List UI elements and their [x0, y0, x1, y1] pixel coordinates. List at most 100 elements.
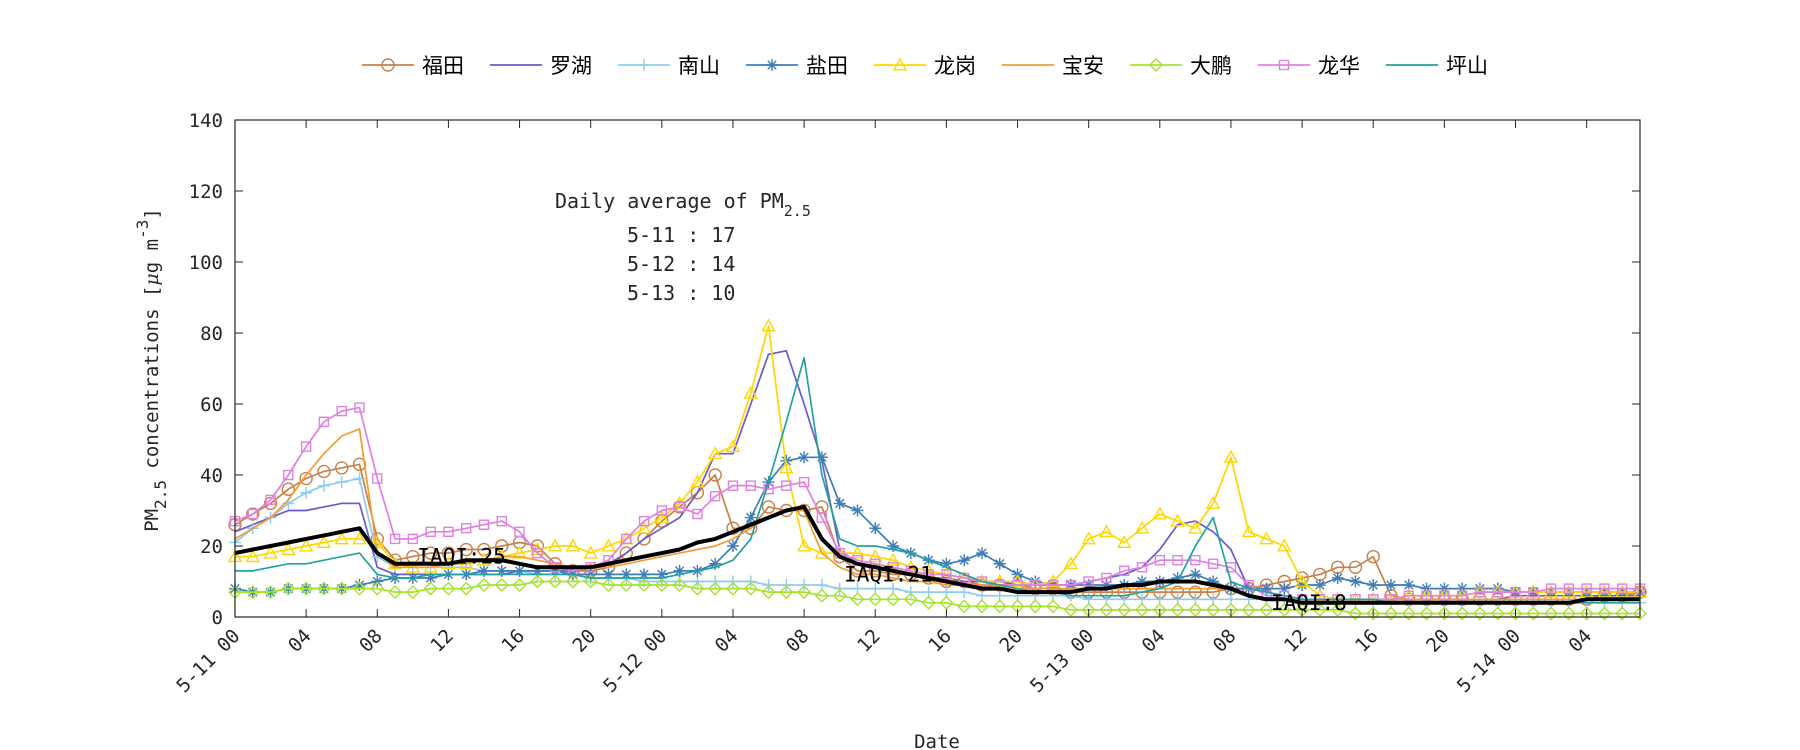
data-point	[1241, 524, 1256, 538]
x-tick-label: 20	[1422, 625, 1454, 657]
data-point	[530, 574, 545, 589]
data-point	[903, 592, 918, 607]
data-point	[281, 581, 296, 596]
data-point	[1366, 606, 1381, 621]
data-point	[1134, 520, 1150, 534]
data-point	[459, 581, 474, 596]
x-tick-label: 12	[426, 625, 458, 657]
data-point	[1154, 555, 1166, 566]
data-point	[1063, 602, 1078, 617]
data-point	[1403, 590, 1414, 601]
x-tick-label: 12	[853, 625, 885, 657]
data-point	[708, 468, 722, 482]
data-point	[352, 581, 367, 596]
data-point	[1348, 606, 1363, 621]
data-point	[476, 578, 491, 593]
plot-frame	[234, 119, 1641, 618]
data-point	[1296, 579, 1309, 592]
data-point	[265, 494, 276, 506]
data-point	[975, 547, 988, 560]
data-point	[1491, 582, 1504, 595]
data-point	[1012, 579, 1023, 591]
data-point	[976, 576, 988, 587]
data-point	[372, 473, 383, 484]
data-point	[1579, 606, 1594, 621]
data-point	[1063, 556, 1079, 570]
data-point	[281, 542, 296, 556]
data-point	[797, 585, 812, 600]
data-point	[318, 416, 330, 427]
data-point	[655, 568, 668, 581]
data-point	[1207, 575, 1220, 588]
data-point	[636, 520, 652, 534]
data-point	[388, 585, 403, 600]
data-point	[1028, 599, 1043, 614]
data-point	[1597, 606, 1612, 621]
data-point	[352, 457, 367, 472]
series-line-average	[234, 504, 1640, 605]
data-point	[1561, 606, 1576, 621]
data-point	[725, 439, 741, 453]
daily-average-line-1: 5-11 : 17	[627, 223, 735, 247]
x-tick-label: 16	[1351, 625, 1383, 657]
data-point	[674, 501, 685, 513]
series-line-宝安	[234, 428, 1640, 601]
data-point	[583, 574, 598, 589]
series-大鹏	[228, 574, 1647, 621]
series-宝安	[234, 428, 1640, 601]
data-point	[263, 496, 278, 511]
data-point	[1190, 555, 1201, 566]
data-point	[1473, 582, 1486, 595]
data-point	[1437, 606, 1452, 621]
daily-average-line-2: 5-12 : 14	[627, 252, 735, 276]
data-point	[1188, 520, 1203, 534]
series-line-大鹏	[235, 580, 1640, 615]
y-tick-label: 20	[200, 536, 223, 558]
data-point	[263, 545, 278, 559]
data-point	[1366, 549, 1380, 564]
data-point	[761, 500, 776, 514]
data-point	[620, 568, 633, 581]
data-point	[672, 578, 687, 593]
data-point	[745, 480, 756, 491]
data-point	[1117, 535, 1132, 548]
data-point	[868, 549, 883, 563]
data-point	[300, 486, 313, 499]
data-point	[1510, 586, 1521, 598]
x-tick-label: 5-14 00	[1453, 625, 1525, 697]
data-point	[512, 545, 527, 559]
legend-item-罗湖: 罗湖	[490, 54, 592, 78]
data-point	[565, 574, 580, 589]
data-point	[1508, 606, 1523, 621]
y-axis-label: PM2.5 concentrations [μg m-3]	[133, 208, 170, 532]
legend-label: 盐田	[806, 54, 848, 78]
data-point	[1419, 606, 1434, 621]
data-point	[423, 581, 438, 596]
series-line-龙华	[234, 406, 1640, 601]
iaqi-label: IAQI:21	[844, 562, 933, 586]
x-tick-label: 04	[1138, 625, 1170, 657]
data-point	[958, 572, 970, 584]
data-point	[708, 581, 723, 596]
data-point	[958, 554, 971, 567]
data-point	[814, 545, 830, 559]
x-tick-label: 04	[711, 625, 743, 657]
data-point	[1472, 606, 1487, 621]
legend-label: 龙华	[1318, 54, 1360, 78]
data-point	[816, 512, 828, 523]
data-point	[583, 545, 598, 559]
data-point	[1492, 586, 1503, 598]
data-point	[478, 519, 490, 530]
data-point	[1385, 579, 1398, 592]
data-point	[1206, 602, 1221, 617]
data-point	[796, 538, 812, 552]
data-point	[761, 318, 776, 332]
data-point	[423, 546, 438, 560]
data-point	[316, 535, 332, 548]
data-point	[1030, 579, 1041, 591]
data-point	[1081, 531, 1096, 545]
data-point	[407, 533, 419, 545]
data-point	[692, 508, 703, 520]
data-point	[993, 557, 1006, 570]
